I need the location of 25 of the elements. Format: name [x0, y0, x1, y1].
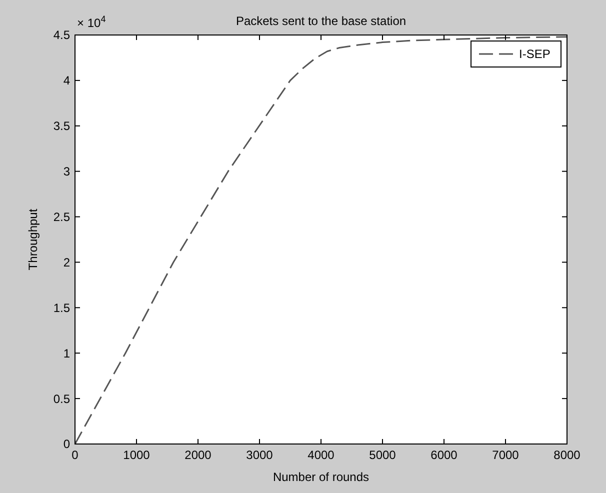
y-axis-title: Throughput — [26, 208, 40, 270]
y-tick-label: 3 — [63, 164, 70, 179]
x-tick-label: 8000 — [554, 448, 581, 462]
x-tick-label: 7000 — [492, 448, 520, 462]
y-tick-label: 0 — [63, 437, 70, 452]
y-tick-label: 0.5 — [53, 392, 70, 406]
chart-title: Packets sent to the base station — [236, 14, 406, 28]
x-tick-label: 2000 — [184, 448, 212, 462]
x-tick-label: 5000 — [369, 448, 396, 462]
line-series — [74, 36, 568, 445]
y-tick-label: 3.5 — [53, 119, 70, 134]
x-tick-label: 4000 — [308, 448, 335, 462]
legend-label: I-SEP — [519, 47, 550, 62]
y-tick-label: 2 — [63, 255, 70, 270]
y-tick-label: 4 — [63, 74, 70, 88]
x-tick-label: 1000 — [123, 448, 150, 462]
y-tick-label: 4.5 — [53, 28, 70, 42]
text: × 10$^{4}$ — [77, 14, 106, 30]
y-tick-label: 2.5 — [53, 210, 70, 224]
x-tick-label: 3000 — [246, 448, 274, 462]
y-tick-label: 1 — [63, 346, 70, 360]
x-tick-label: 0 — [72, 448, 79, 462]
y-tick-label: 1.5 — [53, 300, 70, 315]
x-tick-label: 6000 — [430, 448, 458, 462]
x-axis-title: Number of rounds — [272, 470, 370, 484]
